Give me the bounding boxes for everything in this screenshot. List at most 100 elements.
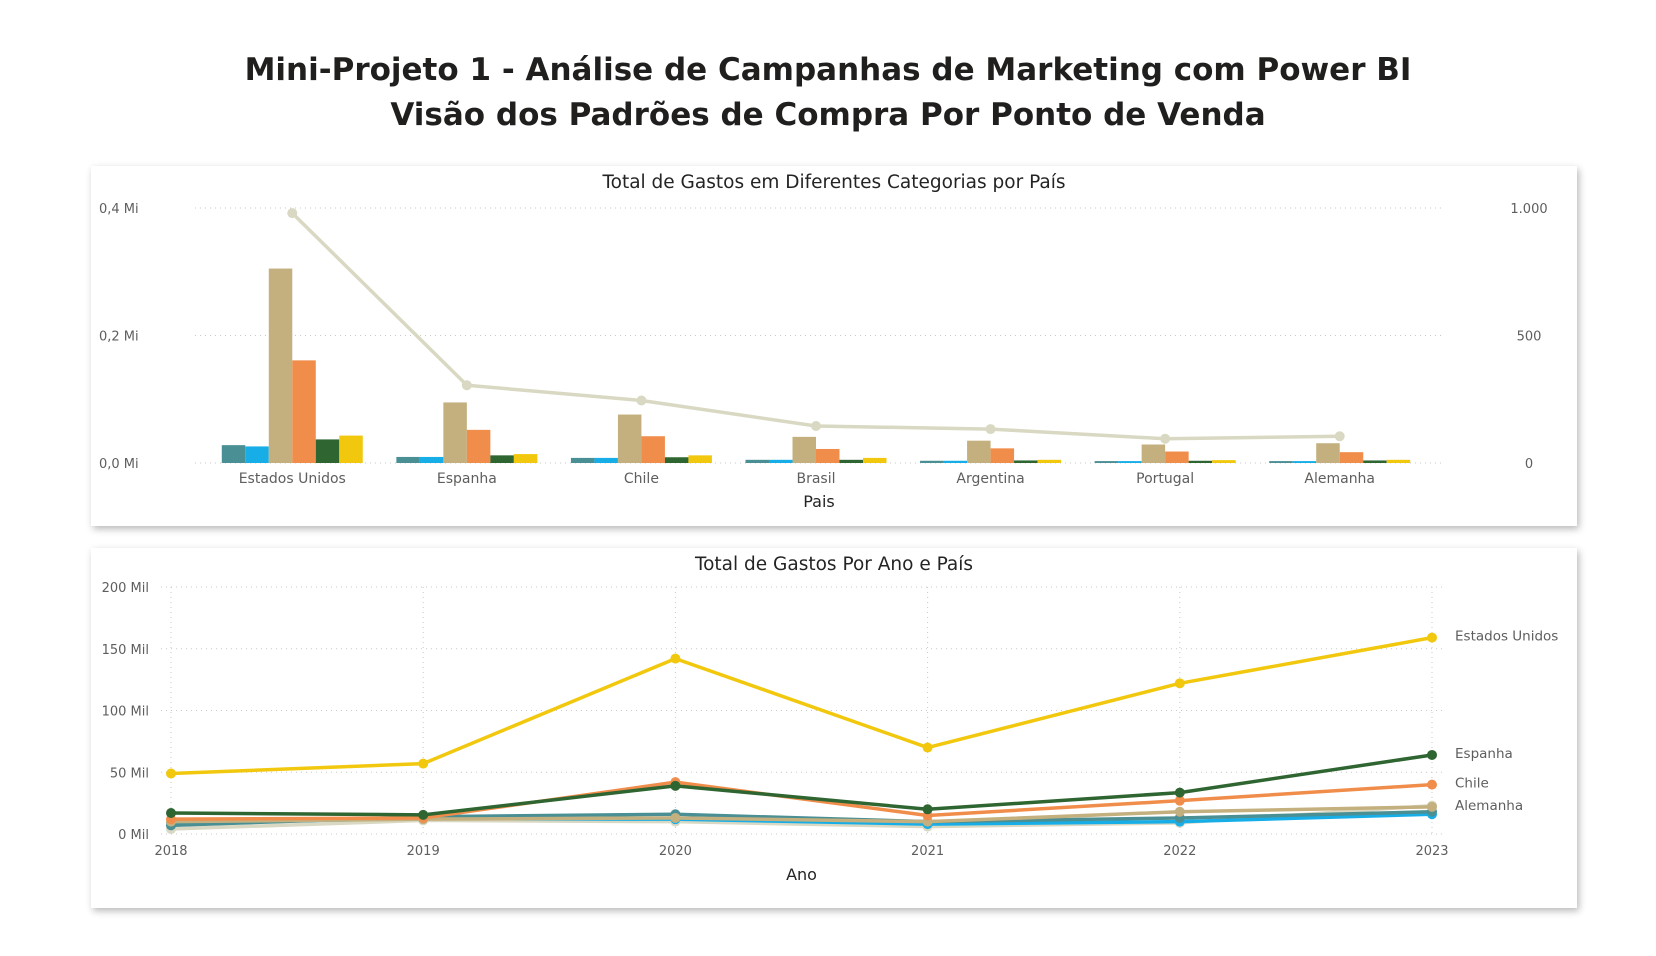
report-title: Mini-Projeto 1 - Análise de Campanhas de… <box>0 48 1656 138</box>
line-point <box>418 758 429 769</box>
bar <box>792 436 816 463</box>
y-tick-label: 0,0 Mi <box>99 457 139 472</box>
bar <box>688 455 712 463</box>
bar <box>816 448 840 463</box>
x-tick-label: 2022 <box>1163 844 1196 859</box>
bar <box>1014 460 1038 463</box>
x-tick-label: Brasil <box>796 471 835 487</box>
x-tick-label: Portugal <box>1136 471 1194 487</box>
line-point <box>1334 431 1345 442</box>
line-point <box>670 812 681 823</box>
line-point <box>1174 787 1185 798</box>
x-axis-title: Pais <box>803 492 835 511</box>
bar <box>990 448 1015 463</box>
line-point <box>287 208 298 219</box>
line-point <box>670 653 681 664</box>
line-point <box>1174 806 1185 817</box>
y2-tick-label: 500 <box>1517 330 1542 345</box>
bar <box>863 457 887 463</box>
series-end-label: Chile <box>1455 776 1489 792</box>
line-point <box>1427 801 1437 812</box>
bar <box>1188 460 1213 463</box>
bar <box>419 456 444 463</box>
line-series <box>170 753 1433 817</box>
line-point <box>1174 795 1185 806</box>
report-title-line2: Visão dos Padrões de Compra Por Ponto de… <box>390 97 1266 133</box>
line-series <box>170 635 1433 776</box>
y2-tick-label: 1.000 <box>1510 202 1547 217</box>
y-tick-label: 150 Mil <box>102 643 149 658</box>
bar <box>943 460 968 463</box>
x-tick-label: 2018 <box>154 844 187 859</box>
y-tick-label: 50 Mil <box>110 766 149 781</box>
y-tick-label: 0 Mil <box>118 828 149 843</box>
bar <box>513 454 538 463</box>
line-point <box>985 424 996 435</box>
bar <box>769 459 793 463</box>
line-point <box>922 742 933 753</box>
bar <box>839 459 863 463</box>
bar <box>570 457 595 463</box>
line-point <box>418 809 429 820</box>
bar <box>967 440 991 463</box>
line-point <box>811 421 821 432</box>
bar <box>664 457 689 463</box>
y-tick-label: 0,4 Mi <box>99 202 139 217</box>
line-point <box>670 780 681 791</box>
y-tick-label: 100 Mil <box>102 705 149 720</box>
series-end-label: Estados Unidos <box>1455 629 1558 645</box>
bar <box>268 268 293 463</box>
bar <box>221 445 246 463</box>
series-end-label: Alemanha <box>1455 798 1523 814</box>
report-title-line1: Mini-Projeto 1 - Análise de Campanhas de… <box>244 52 1412 88</box>
bar <box>1363 460 1387 463</box>
x-tick-label: Chile <box>624 471 659 487</box>
line-point <box>1174 678 1185 689</box>
bar <box>745 459 769 463</box>
line-point <box>922 804 933 815</box>
line-point <box>1427 779 1437 790</box>
bar <box>641 436 665 463</box>
bar <box>292 360 316 463</box>
bar <box>1386 459 1411 463</box>
bar <box>1292 461 1317 463</box>
bar <box>1269 461 1293 463</box>
category-spend-title: Total de Gastos em Diferentes Categorias… <box>602 172 1066 193</box>
x-tick-label: 2021 <box>911 844 944 859</box>
x-tick-label: 2019 <box>407 844 440 859</box>
bar <box>466 429 491 463</box>
x-tick-label: 2020 <box>659 844 692 859</box>
yearly-spend-chart: 0 Mil 50 Mil 100 Mil 150 Mil 200 Mil 2018 2019… <box>102 581 1559 884</box>
bar <box>1118 461 1142 463</box>
bar <box>1037 459 1062 463</box>
category-spend-visual[interactable]: Total de Gastos em Diferentes Categorias… <box>91 166 1577 526</box>
bar <box>339 435 363 463</box>
line-point <box>1427 632 1437 643</box>
x-axis-title: Ano <box>786 865 817 884</box>
y2-tick-label: 0 <box>1525 457 1533 472</box>
bar <box>396 456 420 463</box>
series-end-label: Espanha <box>1455 746 1513 762</box>
bar <box>315 439 340 463</box>
line-point <box>166 808 176 819</box>
y-tick-label: 0,2 Mi <box>99 330 139 345</box>
bar <box>1141 444 1166 463</box>
yearly-spend-title: Total de Gastos Por Ano e País <box>694 554 974 575</box>
bar <box>617 414 642 463</box>
bar <box>594 457 618 463</box>
bar <box>1212 460 1236 463</box>
yearly-spend-visual[interactable]: Total de Gastos Por Ano e País 0 Mil 50 M… <box>91 548 1577 908</box>
bar <box>920 460 944 463</box>
bar <box>1316 443 1340 463</box>
line-point <box>1160 433 1171 444</box>
bar <box>490 455 514 463</box>
x-tick-label: Alemanha <box>1304 471 1375 487</box>
x-tick-label: Estados Unidos <box>239 471 346 487</box>
x-tick-label: Argentina <box>956 471 1024 487</box>
bar <box>1165 451 1189 463</box>
bar <box>1339 452 1364 463</box>
bar <box>443 402 467 463</box>
line-point <box>636 395 647 406</box>
line-point <box>461 380 472 391</box>
x-tick-label: 2023 <box>1415 844 1448 859</box>
